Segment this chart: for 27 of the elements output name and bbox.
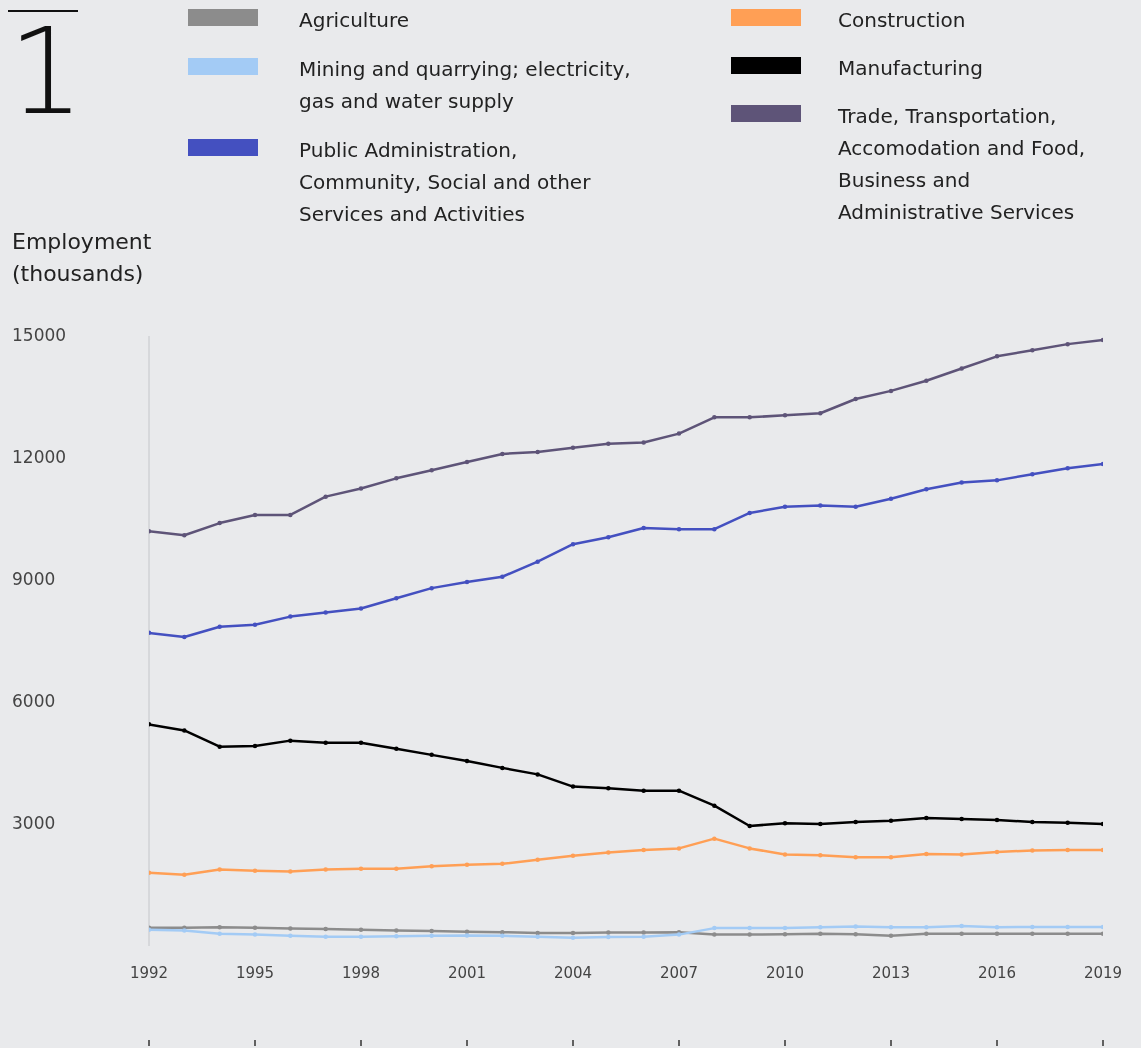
y-tick-label: 6000 [12, 691, 56, 711]
x-tick-label: 1992 [129, 964, 169, 982]
x-tick-label: 2016 [977, 964, 1017, 982]
line-series [149, 337, 1103, 538]
y-tick-label: 15000 [12, 325, 67, 345]
legend-label: Agriculture [299, 7, 410, 34]
legend-label: Manufacturing [838, 55, 984, 82]
y-axis-title: Employment (thousands) [12, 228, 153, 288]
text: 1 [8, 2, 85, 141]
legend-label: Trade, Transportation, Accomodation and Food, Business and Administrative Services [838, 103, 1087, 226]
x-tick-label: 2004 [553, 964, 593, 982]
x-tick-label: 2019 [1083, 964, 1123, 982]
y-tick-label: 12000 [12, 447, 67, 467]
legend-label: Construction [838, 7, 967, 34]
x-tick-label: 2010 [765, 964, 805, 982]
y-tick-label: 3000 [12, 813, 56, 833]
legend-label: Public Administration, Community, Social and other Services and Activities [299, 137, 592, 228]
line-series [149, 836, 1103, 878]
y-tick-label: 9000 [12, 569, 56, 589]
x-tick-label: 2013 [871, 964, 911, 982]
line-series [149, 722, 1103, 829]
line-series [149, 461, 1103, 640]
legend-label: Mining and quarrying; electricity, gas and water supply [299, 56, 632, 115]
x-tick-label: 1995 [235, 964, 275, 982]
x-tick-label: 2001 [447, 964, 487, 982]
x-tick-label: 2007 [659, 964, 699, 982]
x-tick-label: 1998 [341, 964, 381, 982]
